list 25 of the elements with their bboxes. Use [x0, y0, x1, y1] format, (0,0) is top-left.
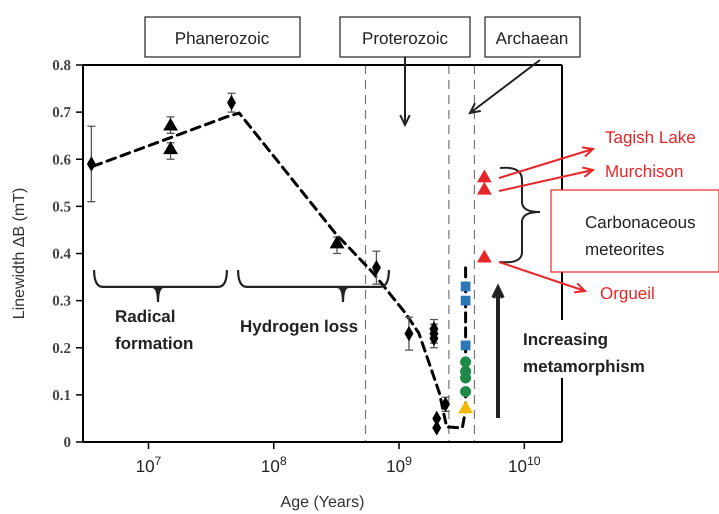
text: Proterozoic: [362, 29, 448, 48]
text: Murchison: [605, 162, 684, 181]
text: Carbonaceous meteorites: [585, 213, 696, 259]
y-tick-label: 0.7: [52, 105, 72, 122]
text: Phanerozoic: [174, 29, 270, 48]
y-tick-label: 0.4: [52, 246, 72, 262]
annotation: Hydrogen loss: [240, 317, 358, 336]
y-tick-label: 0.6: [52, 152, 72, 168]
x-tick-label: 10$^{8}$: [260, 454, 287, 476]
x-tick-label: 10$^{9}$: [386, 454, 412, 476]
text: Tagish Lake: [605, 128, 696, 147]
y-tick-label: 0: [64, 435, 71, 451]
text: Archaean: [496, 29, 568, 48]
x-axis-title: Age (Years): [280, 494, 364, 511]
y-tick-label: 0.1: [52, 388, 71, 404]
y-tick-label: 0.3: [52, 294, 71, 310]
y-tick-label: 0.2: [52, 340, 71, 357]
y-tick-label: 0.5: [52, 199, 71, 216]
y-axis-title: Linewidth ΔB (mT): [11, 188, 28, 320]
x-tick-label: 10$^{10}$: [508, 454, 541, 476]
text: Orgueil: [600, 284, 655, 303]
annotation: Radical formation: [115, 307, 194, 353]
x-tick-label: 10$^{7}$: [136, 454, 162, 476]
annotation: Increasing metamorphism: [523, 330, 645, 376]
y-tick-label: 0.8: [52, 58, 71, 74]
